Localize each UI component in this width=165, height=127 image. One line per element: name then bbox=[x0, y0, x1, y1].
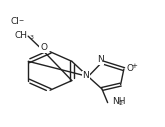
Text: −: − bbox=[19, 18, 24, 22]
Text: O: O bbox=[40, 43, 47, 52]
Text: CH: CH bbox=[14, 31, 27, 40]
Text: NH: NH bbox=[112, 97, 125, 106]
Text: N: N bbox=[97, 55, 104, 64]
Text: 2: 2 bbox=[119, 101, 123, 106]
Text: O: O bbox=[127, 64, 133, 73]
Text: +: + bbox=[131, 63, 137, 69]
Text: Cl: Cl bbox=[11, 17, 20, 26]
Text: 3: 3 bbox=[30, 35, 33, 40]
Text: N: N bbox=[82, 71, 89, 80]
